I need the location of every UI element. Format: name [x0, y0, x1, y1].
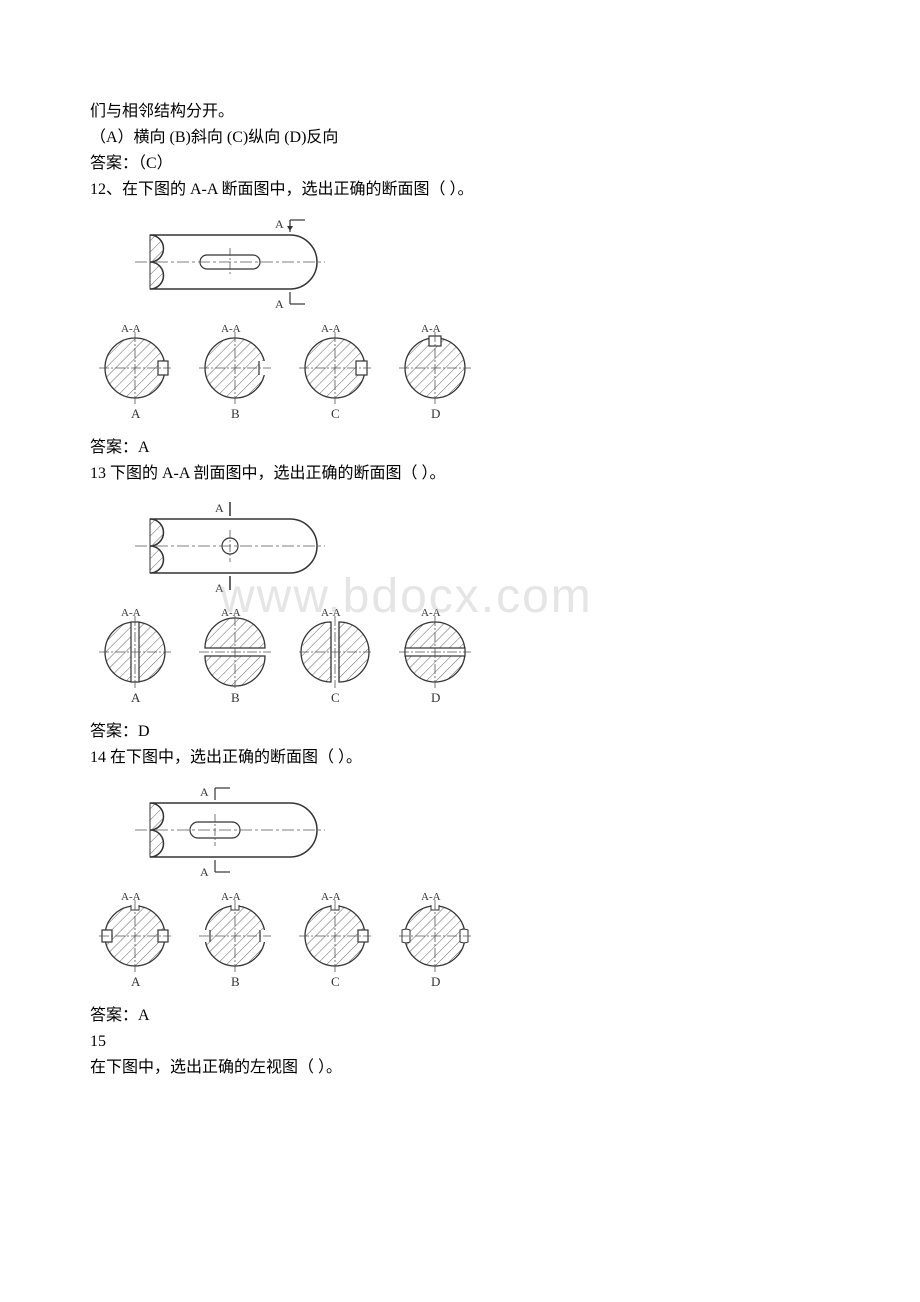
svg-text:A-A: A-A — [121, 891, 141, 903]
q13-options-diagram: A-A A A-A B A-A C A-A D — [90, 602, 830, 712]
q11-options: （A）横向 (B)斜向 (C)纵向 (D)反向 — [90, 126, 830, 150]
q12-text: 12、在下图的 A-A 断面图中，选出正确的断面图（ ）。 — [90, 178, 830, 202]
q12-answer: 答案：A — [90, 436, 830, 460]
q12-top-diagram: A A — [90, 210, 830, 310]
svg-text:A: A — [275, 217, 284, 231]
q11-answer: 答案：（C） — [90, 152, 830, 176]
q14-text: 14 在下图中，选出正确的断面图（ ）。 — [90, 746, 830, 770]
svg-text:D: D — [431, 690, 440, 705]
svg-text:A-A: A-A — [121, 323, 141, 335]
svg-text:A-A: A-A — [321, 891, 341, 903]
q14-answer: 答案：A — [90, 1004, 830, 1028]
svg-text:A: A — [215, 581, 224, 594]
svg-text:A: A — [215, 501, 224, 515]
q13-top-diagram: A A www.bdocx.com — [90, 494, 830, 594]
svg-text:C: C — [331, 690, 340, 705]
svg-text:A: A — [131, 974, 141, 989]
svg-text:C: C — [331, 406, 340, 421]
svg-text:A-A: A-A — [421, 607, 441, 619]
svg-text:A-A: A-A — [421, 323, 441, 335]
svg-text:B: B — [231, 406, 240, 421]
q15-text: 在下图中，选出正确的左视图（ ）。 — [90, 1056, 830, 1080]
svg-text:A-A: A-A — [321, 323, 341, 335]
svg-text:B: B — [231, 690, 240, 705]
q12-options-diagram: A-A A A-A B A-A C A-A D — [90, 318, 830, 428]
svg-text:A: A — [131, 690, 141, 705]
svg-text:A-A: A-A — [221, 323, 241, 335]
q15-num: 15 — [90, 1030, 830, 1054]
svg-text:A-A: A-A — [321, 607, 341, 619]
svg-text:B: B — [231, 974, 240, 989]
svg-text:A: A — [200, 865, 209, 878]
q14-top-diagram: A A — [90, 778, 830, 878]
q11-tail: 们与相邻结构分开。 — [90, 100, 830, 124]
q13-answer: 答案：D — [90, 720, 830, 744]
svg-text:C: C — [331, 974, 340, 989]
q13-text: 13 下图的 A-A 剖面图中，选出正确的断面图（ ）。 — [90, 462, 830, 486]
svg-text:A-A: A-A — [421, 891, 441, 903]
svg-text:A: A — [200, 785, 209, 799]
svg-text:D: D — [431, 974, 440, 989]
svg-text:A: A — [275, 297, 284, 310]
q14-options-diagram: A-A A A-A B A-A C A-A D — [90, 886, 830, 996]
svg-text:A-A: A-A — [121, 607, 141, 619]
svg-text:A-A: A-A — [221, 891, 241, 903]
svg-text:A-A: A-A — [221, 607, 241, 619]
svg-text:D: D — [431, 406, 440, 421]
svg-text:A: A — [131, 406, 141, 421]
